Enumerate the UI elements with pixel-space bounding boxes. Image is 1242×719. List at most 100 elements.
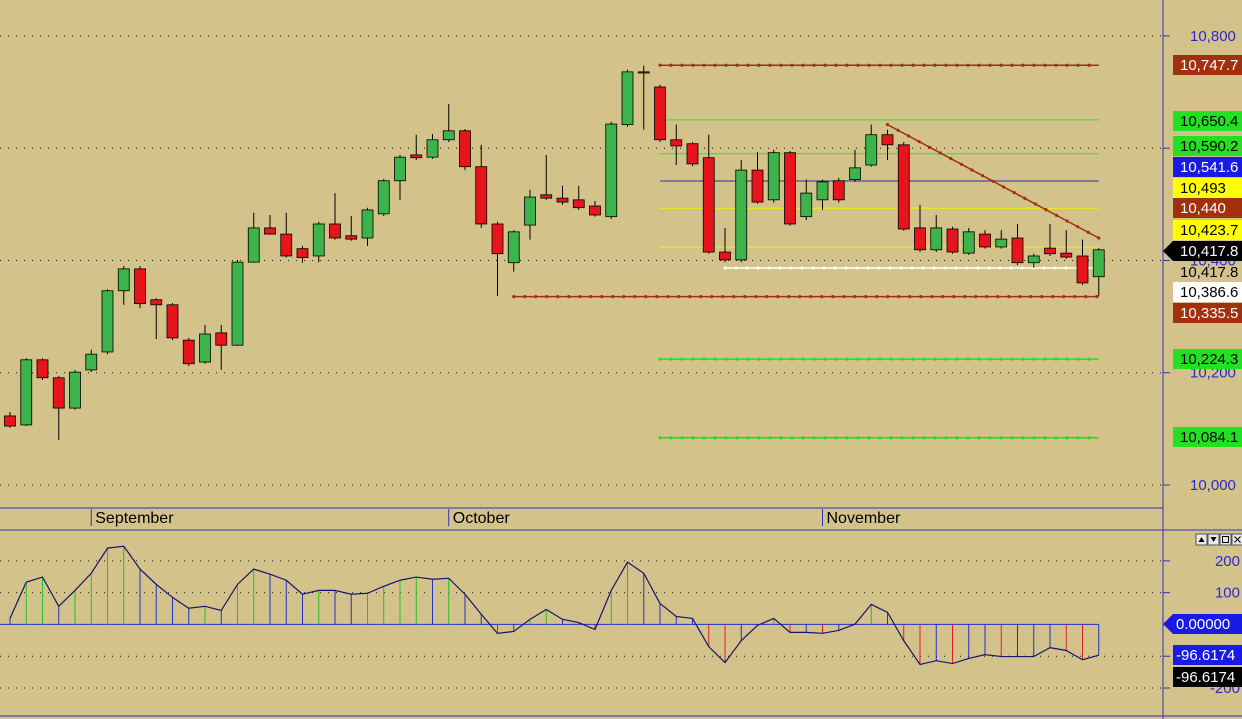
candle-body [134,268,146,305]
candle-body [507,231,520,264]
level-dot [779,357,783,361]
date-label: October [453,510,511,527]
trend-dot [959,162,964,166]
level-dot [812,357,816,361]
candle-body [377,180,390,215]
level-dot [776,295,780,299]
level-dot [1032,63,1036,67]
level-dot [1021,357,1025,361]
level-dot [702,357,706,361]
candle-body [280,233,293,257]
y-tick-label: 10,000 [1190,477,1236,494]
level-dot [1065,357,1069,361]
level-dot [801,357,805,361]
candle-body [296,248,309,259]
level-dot [745,266,749,270]
level-dot [713,436,717,440]
level-dot [1095,295,1099,299]
level-dot [680,63,684,67]
candle-body [784,152,796,225]
level-dot [658,63,662,67]
trend-dot [1076,225,1080,229]
level-dot [666,295,670,299]
level-dot [756,266,760,270]
level-dot [878,357,882,361]
y-tick-label: 200 [1215,553,1240,570]
price-label: 10,386.6 [1180,284,1238,301]
price-label-box [1173,303,1242,323]
candle-body [166,304,179,339]
candle-body [654,86,666,141]
level-dot [842,295,846,299]
price-label-box [1173,136,1242,156]
maximize-button[interactable] [1219,533,1232,546]
level-dot [724,436,728,440]
level-dot [633,295,637,299]
level-dot [845,63,849,67]
price-label: 10,417.8 [1180,264,1238,281]
level-dot [954,266,958,270]
price-label-box [1173,349,1242,369]
candle-body [20,359,33,426]
candle-body [69,371,81,409]
level-dot [977,63,981,67]
date-label: November [827,510,901,527]
level-dot [977,436,981,440]
level-dot [911,436,915,440]
trend-dot [991,179,995,183]
level-dot [985,295,989,299]
level-dot [1064,266,1068,270]
price-label-box [1173,178,1242,198]
level-dot [768,357,772,361]
level-dot [746,63,750,67]
candle-body [491,223,504,255]
trend-dot [928,145,932,149]
candle-body [1060,252,1073,258]
level-dot [1042,266,1046,270]
price-label-box [1173,111,1242,131]
candle-body [52,377,65,409]
level-dot [680,357,684,361]
level-dot [1053,266,1057,270]
level-dot [845,436,849,440]
level-dot [1032,357,1036,361]
candle-body [767,152,780,201]
level-dot [856,63,860,67]
candle-body [4,415,16,427]
price-label: 10,423.7 [1180,222,1238,239]
level-dot [735,436,739,440]
price-label: 10,084.1 [1180,429,1238,446]
level-dot [702,63,706,67]
level-dot [966,63,970,67]
date-label: September [95,510,174,527]
level-dot [746,436,750,440]
candle-body [849,167,861,181]
level-dot [724,357,728,361]
trend-dot [917,140,921,144]
trend-dot [1044,208,1048,212]
level-dot [1040,295,1044,299]
level-dot [801,436,805,440]
trend-dot [1033,202,1037,206]
candle-body [394,156,406,182]
trend-dot [1086,230,1090,234]
level-dot [1073,295,1077,299]
candle-body [85,353,98,371]
level-dot [864,295,868,299]
candle-body [735,169,748,261]
level-dot [724,63,728,67]
level-dot [867,63,871,67]
level-dot [757,357,761,361]
level-dot [721,295,725,299]
level-dot [1009,266,1013,270]
level-dot [790,63,794,67]
level-dot [1051,295,1055,299]
candle-body [816,181,829,201]
candle-body [995,238,1008,248]
candle-body [247,227,260,263]
level-dot [735,63,739,67]
level-dot [677,295,681,299]
level-dot [669,357,673,361]
maximize-icon [1222,536,1229,543]
